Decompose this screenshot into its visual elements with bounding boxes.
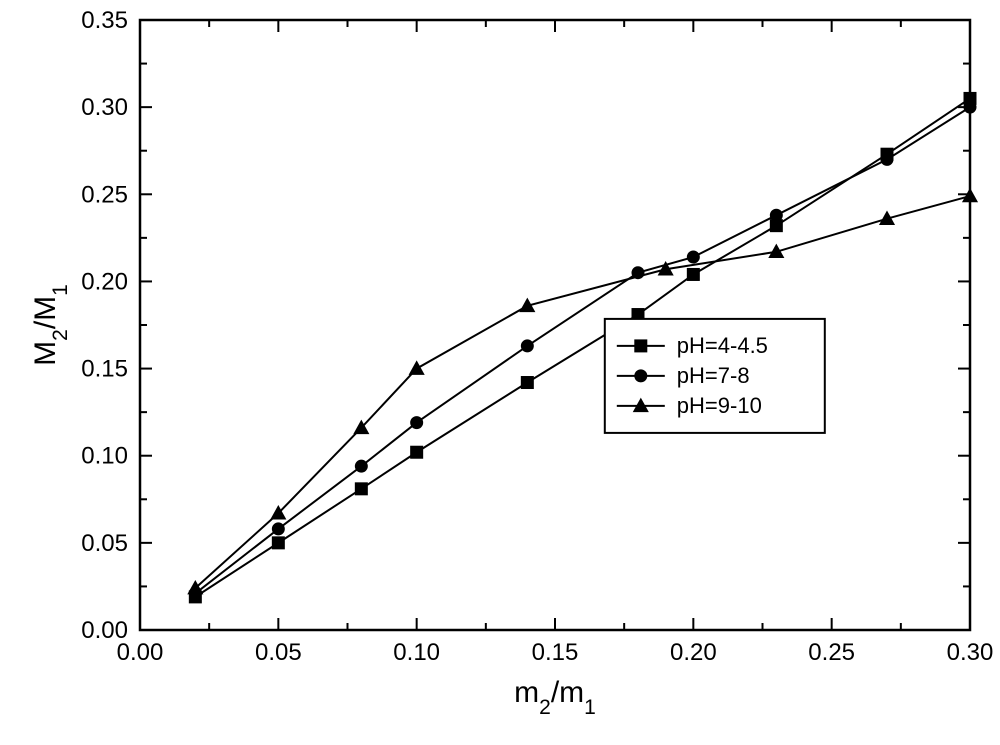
x-tick-label: 0.20 [670, 639, 717, 666]
x-tick-label: 0.10 [393, 639, 440, 666]
legend: pH=4-4.5 pH=7-8 pH=9-10 [605, 319, 825, 433]
series-0 [189, 92, 976, 602]
series-2 [188, 189, 977, 594]
y-tick-label: 0.05 [81, 530, 128, 557]
y-tick-label: 0.20 [81, 268, 128, 295]
x-tick-label: 0.05 [255, 639, 302, 666]
y-tick-label: 0.15 [81, 356, 128, 383]
legend-label: pH=9-10 [677, 393, 762, 418]
x-tick-label: 0.30 [947, 639, 994, 666]
legend-label: pH=4-4.5 [677, 333, 768, 358]
x-axis-label: m2/m1 [514, 676, 596, 719]
x-tick-label: 0.15 [532, 639, 579, 666]
y-tick-label: 0.00 [81, 617, 128, 644]
y-tick-label: 0.30 [81, 94, 128, 121]
y-tick-label: 0.10 [81, 443, 128, 470]
y-tick-label: 0.35 [81, 7, 128, 34]
legend-label: pH=7-8 [677, 363, 750, 388]
y-axis-label: M2/M1 [29, 284, 72, 366]
y-tick-label: 0.25 [81, 181, 128, 208]
line-chart: 0.000.050.100.150.200.250.300.000.050.10… [0, 0, 1000, 745]
x-tick-label: 0.25 [808, 639, 855, 666]
